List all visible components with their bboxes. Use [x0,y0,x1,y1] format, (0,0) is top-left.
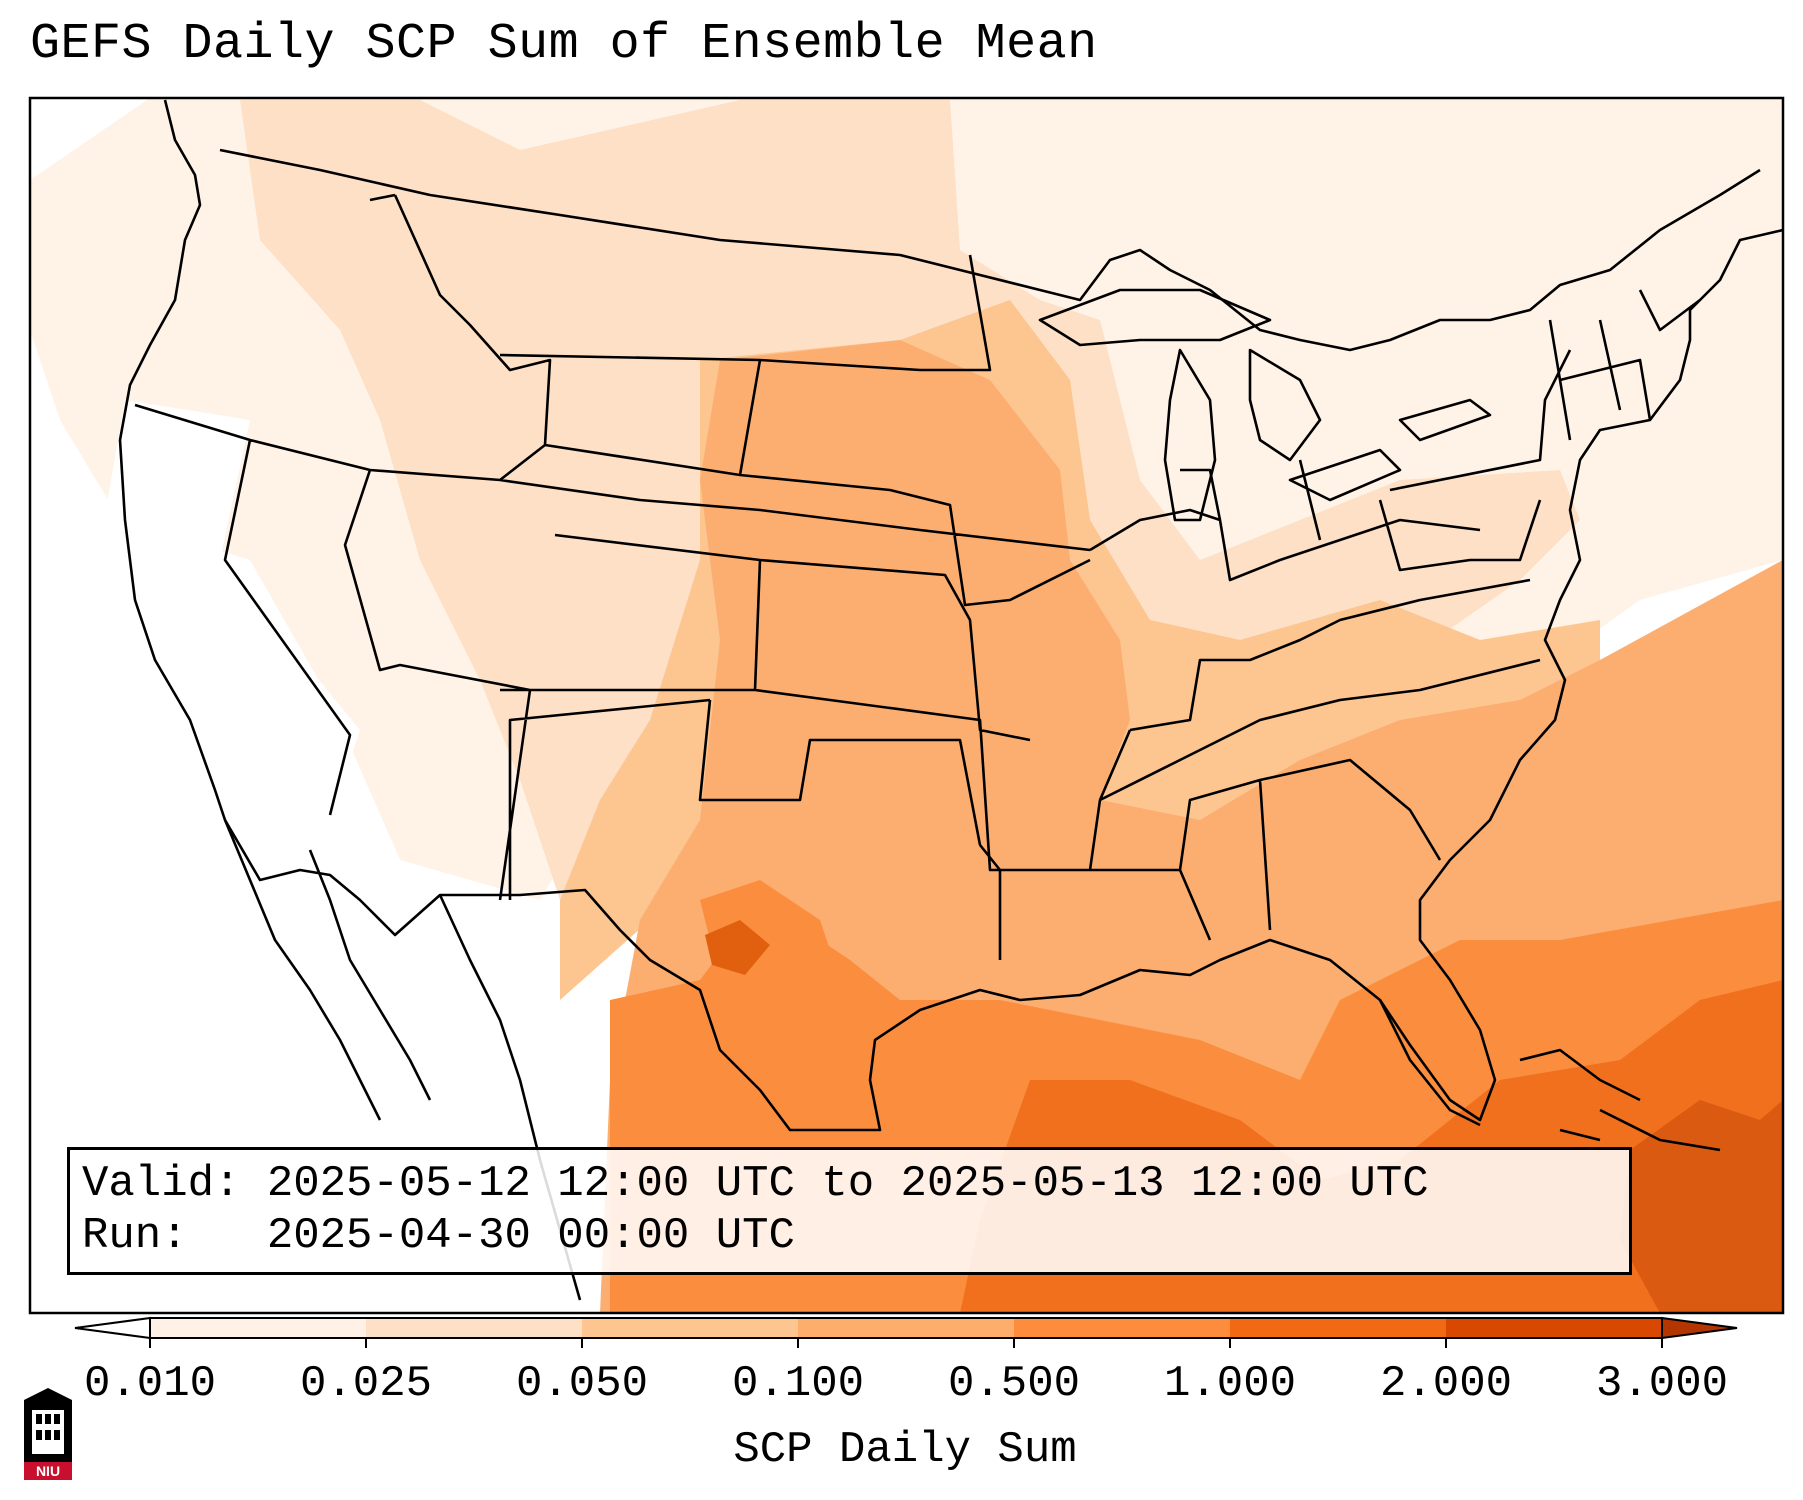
field-darkest [1620,1100,1783,1313]
colorbar-tick-label: 0.050 [515,1359,649,1409]
state-lines [134,193,1701,960]
colorbar-tick-label: 0.500 [947,1359,1081,1409]
map-frame [28,96,1785,1315]
lake-erie [1288,448,1402,502]
colorbar-segment [366,1318,583,1338]
niu-logo: NIU [24,1388,72,1480]
colorbar-tick-label: 0.025 [299,1359,433,1409]
lake-superior [1038,288,1272,347]
colorbar-tick-label: 1.000 [1163,1359,1297,1409]
colorbar-segment [1014,1318,1231,1338]
canada-border [219,148,1761,352]
field-darkest-texas [705,920,770,975]
us-outline [118,99,1783,1132]
field-orange-gulf-east [1450,560,1783,940]
colorbar-tick-label: 0.100 [731,1359,865,1409]
run-label: Run: [82,1211,188,1261]
caribbean-islands [1519,1048,1721,1152]
colorbar-tick-label: 2.000 [1379,1359,1513,1409]
colorbar-tick-label: 0.010 [83,1359,217,1409]
valid-label: Valid: [82,1159,241,1209]
colorbar-extend-high [1661,1316,1738,1340]
run-value: 2025-04-30 00:00 UTC [266,1211,795,1261]
lake-ontario [1398,398,1492,442]
florida [1378,999,1481,1127]
scp-field [30,98,1783,1313]
colorbar-segment [1446,1318,1663,1338]
colorbar-outline [149,1317,1663,1339]
colorbar [74,1316,1738,1348]
map-boundaries [118,99,1783,1301]
info-box: Valid: 2025-05-12 12:00 UTC to 2025-05-1… [67,1147,1632,1275]
colorbar-extend-low [74,1316,151,1340]
colorbar-segment [150,1318,367,1338]
lake-huron [1248,348,1322,462]
colorbar-segment [582,1318,799,1338]
colorbar-label: SCP Daily Sum [733,1425,1077,1475]
lake-michigan [1163,348,1217,522]
colorbar-tick-label: 3.000 [1595,1359,1729,1409]
colorbar-segment [798,1318,1015,1338]
valid-value: 2025-05-12 12:00 UTC to 2025-05-13 12:00… [266,1159,1429,1209]
page-title: GEFS Daily SCP Sum of Ensemble Mean [30,16,1098,73]
colorbar-segment [1230,1318,1447,1338]
logo-text: NIU [36,1463,60,1479]
field-none-southwest [30,400,540,1313]
